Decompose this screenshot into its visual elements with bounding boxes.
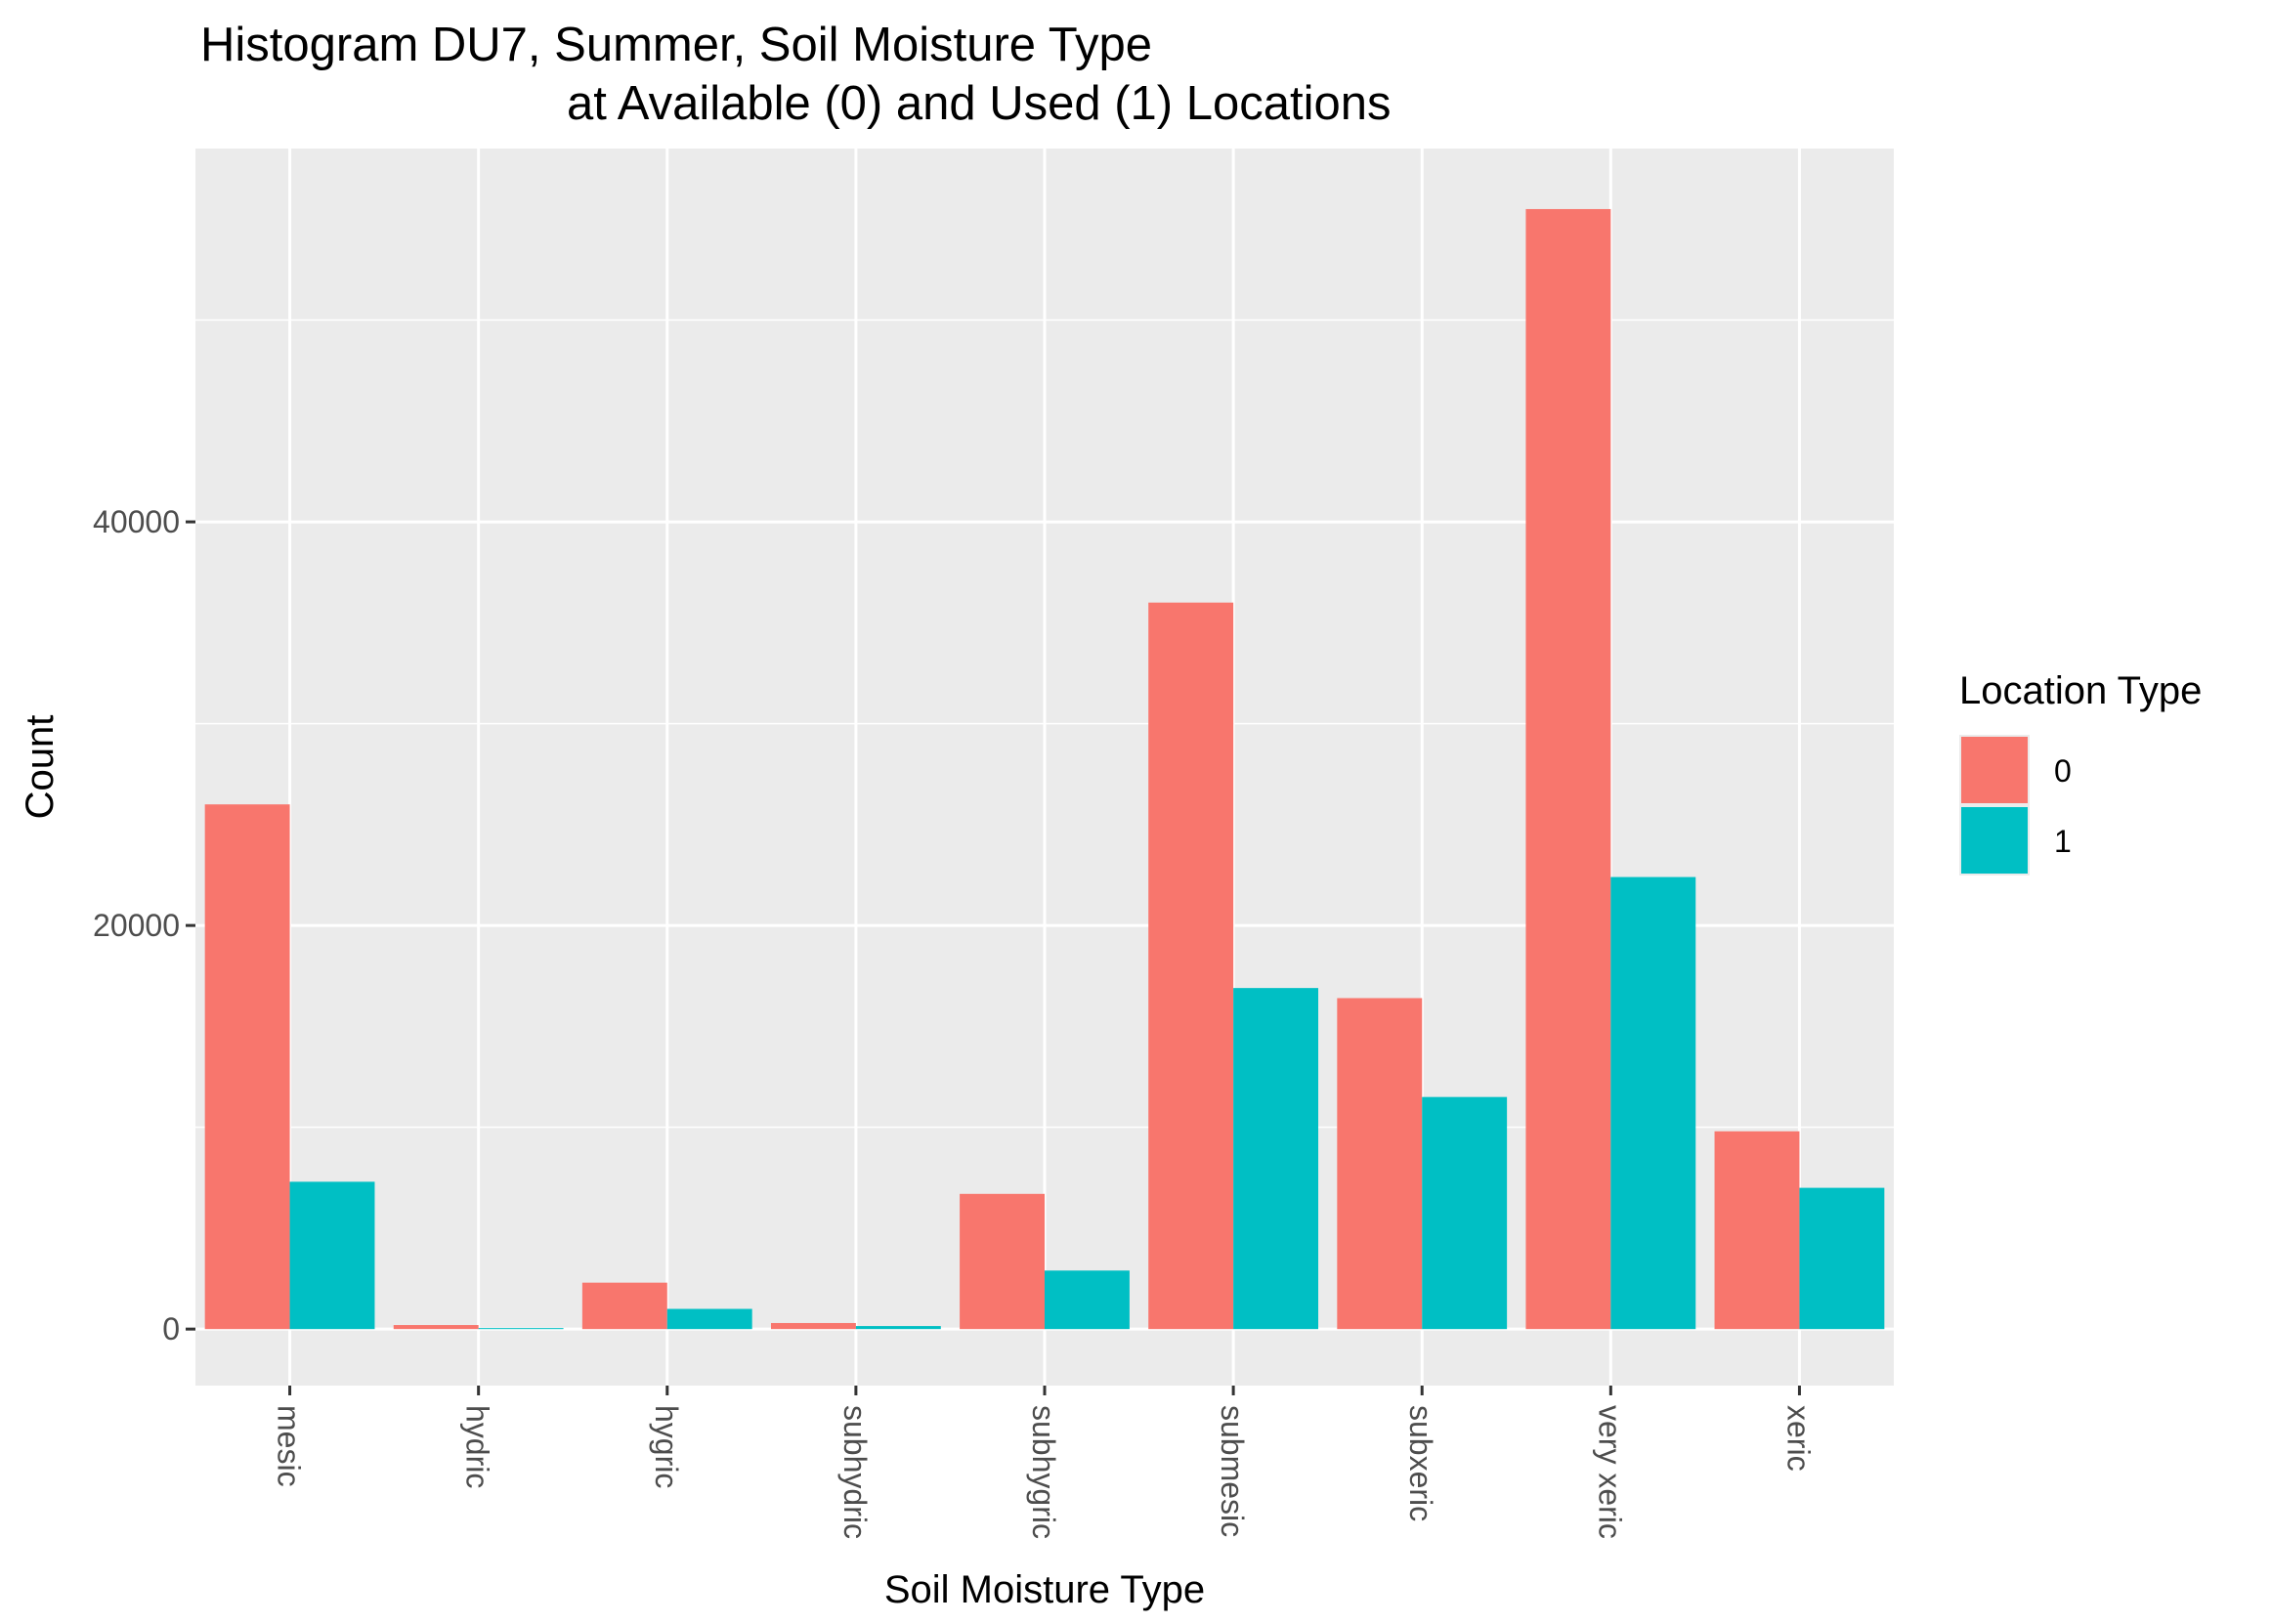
y-axis: 0 20000 40000 — [93, 504, 195, 1346]
bar-mesic-series-1 — [289, 1181, 375, 1330]
x-tick-label: submesic — [1215, 1405, 1250, 1537]
bar-submesic-series-1 — [1233, 988, 1319, 1330]
bar-subhygric-series-0 — [960, 1193, 1045, 1330]
bar-hygric-series-0 — [581, 1282, 667, 1330]
y-tick-label: 40000 — [93, 504, 180, 539]
x-tick-label: hydric — [460, 1405, 495, 1488]
x-tick-label: mesic — [272, 1405, 307, 1487]
x-tick-label: subxeric — [1403, 1405, 1438, 1521]
x-tick-label: subhygric — [1026, 1405, 1061, 1539]
legend-key-0 — [1961, 737, 2028, 803]
x-tick-label: hygric — [649, 1405, 684, 1488]
x-axis: mesic hydric hygric subhydric subhygric subme… — [272, 1386, 1816, 1539]
bar-subxeric-series-1 — [1422, 1096, 1508, 1330]
bar-very-xeric-series-0 — [1525, 208, 1611, 1330]
chart-title-line1: Histogram DU7, Summer, Soil Moisture Typ… — [200, 19, 1152, 71]
bar-subxeric-series-0 — [1337, 998, 1423, 1330]
bar-xeric-series-1 — [1799, 1187, 1885, 1330]
y-tick-label: 20000 — [93, 908, 180, 943]
y-tick-label: 0 — [162, 1311, 180, 1346]
chart-title-line2: at Available (0) and Used (1) Locations — [567, 77, 1391, 130]
bars — [204, 208, 1885, 1330]
legend-label-0: 0 — [2054, 753, 2072, 789]
x-tick-label: very xeric — [1592, 1405, 1627, 1539]
x-axis-title: Soil Moisture Type — [884, 1568, 1205, 1611]
bar-hydric-series-1 — [478, 1328, 564, 1330]
bar-hygric-series-1 — [666, 1308, 752, 1330]
bar-very-xeric-series-1 — [1610, 876, 1696, 1330]
bar-xeric-series-0 — [1714, 1131, 1800, 1330]
x-tick-label: xeric — [1780, 1405, 1816, 1472]
bar-submesic-series-0 — [1148, 602, 1234, 1330]
x-tick-label: subhydric — [837, 1405, 873, 1539]
y-axis-title: Count — [19, 715, 62, 820]
legend-label-1: 1 — [2054, 824, 2072, 859]
legend-key-1 — [1961, 807, 2028, 874]
bar-subhygric-series-1 — [1045, 1270, 1130, 1330]
legend-title: Location Type — [1959, 669, 2202, 712]
legend: Location Type 0 1 — [1959, 669, 2202, 876]
bar-subhydric-series-0 — [770, 1322, 856, 1330]
bar-mesic-series-0 — [204, 804, 290, 1330]
bar-hydric-series-0 — [393, 1325, 479, 1330]
bar-subhydric-series-1 — [855, 1326, 941, 1330]
